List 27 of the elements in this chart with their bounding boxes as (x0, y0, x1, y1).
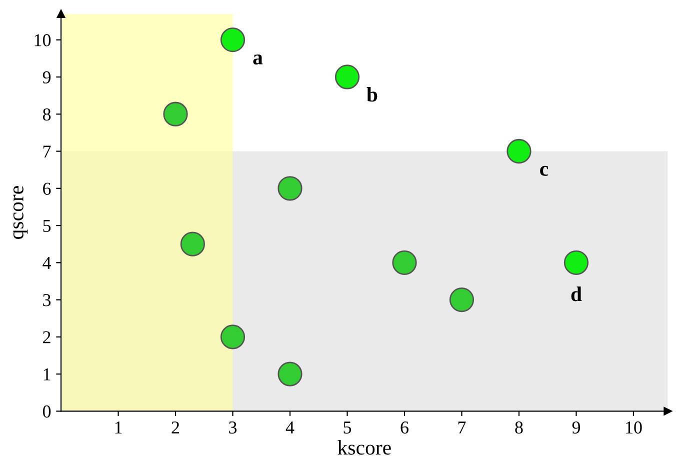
y-tick-label: 2 (43, 331, 50, 344)
y-tick-label: 9 (42, 71, 51, 84)
y-tick-label: 7 (43, 146, 51, 158)
x-tick-label: 9 (572, 421, 580, 434)
y-axis-title: qscore (13, 186, 28, 239)
y-tick-label: 3 (43, 294, 51, 306)
x-axis-title: kscore (338, 440, 391, 455)
annotation: a (253, 54, 263, 65)
x-tick-label: 5 (344, 422, 352, 434)
annotation: b (366, 86, 378, 102)
x-tick-label: 8 (515, 421, 523, 434)
x-tick-label: 6 (400, 421, 408, 434)
y-tick-label: 0 (42, 405, 51, 418)
y-tick-label: 10 (34, 34, 51, 46)
x-tick-label: 7 (458, 422, 466, 434)
y-tick-label: 8 (42, 108, 51, 121)
x-tick-label: 4 (286, 422, 294, 434)
y-tick-label: 1 (44, 368, 50, 380)
y-tick-label: 4 (42, 257, 52, 269)
annotation: c (540, 166, 548, 176)
x-tick-label: 10 (626, 421, 642, 434)
x-tick-label: 2 (172, 421, 180, 434)
x-tick-label: 1 (115, 422, 122, 434)
x-tick-label: 3 (229, 421, 237, 434)
y-tick-label: 6 (43, 182, 51, 195)
y-tick-label: 5 (43, 220, 51, 232)
annotation: d (571, 286, 582, 302)
